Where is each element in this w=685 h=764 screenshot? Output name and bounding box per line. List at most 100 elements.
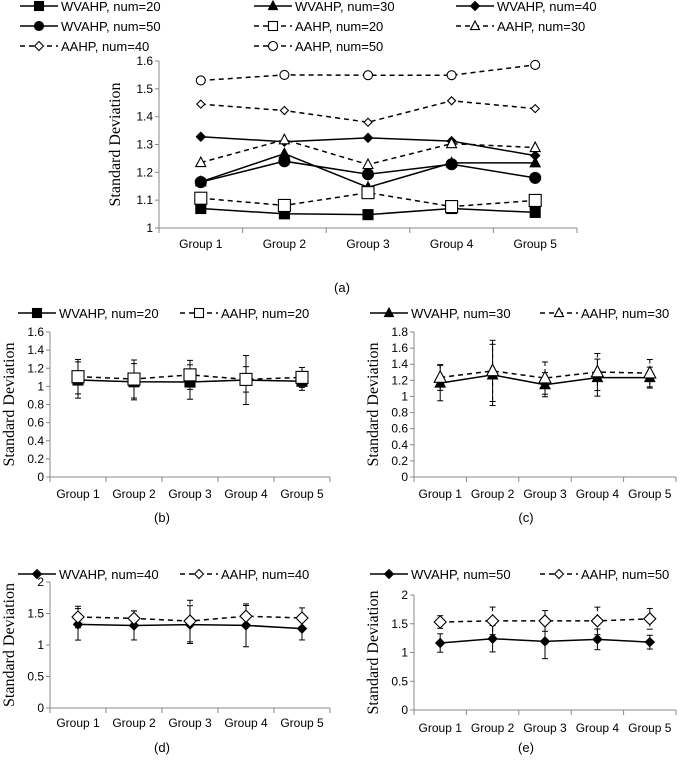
- y-tick-label: 1.4: [136, 110, 153, 124]
- y-tick-label: 0.2: [27, 452, 44, 466]
- x-tick-label: Group 3: [523, 487, 567, 501]
- panel-caption: (a): [334, 280, 350, 295]
- legend-marker: [31, 307, 43, 319]
- data-point: [530, 103, 540, 114]
- data-point: [445, 158, 458, 171]
- data-point: [194, 155, 207, 168]
- data-point: [295, 611, 309, 625]
- data-point: [445, 136, 458, 149]
- x-tick-label: Group 3: [523, 721, 567, 735]
- data-point: [643, 612, 657, 626]
- legend-marker: [33, 0, 45, 12]
- legend-label: WVAHP, num=50: [411, 567, 511, 582]
- x-tick-label: Group 5: [280, 487, 324, 501]
- y-axis-label: Standard Deviation: [1, 343, 18, 467]
- y-tick-label: 0: [401, 470, 408, 484]
- legend-entry: WVAHP, num=40: [18, 567, 159, 582]
- y-tick-label: 1.6: [27, 325, 44, 339]
- series-line: [440, 618, 650, 623]
- data-point: [277, 198, 291, 213]
- legend-entry: WVAHP, num=30: [254, 0, 395, 14]
- series-aahp-num-30: [433, 339, 657, 403]
- y-tick-label: 1: [37, 379, 44, 393]
- y-tick-label: 1.2: [136, 165, 153, 179]
- y-tick-label: 0: [37, 470, 44, 484]
- data-point: [361, 168, 375, 181]
- data-point: [434, 637, 446, 649]
- y-tick-label: 1: [401, 389, 408, 403]
- x-tick-label: Group 4: [576, 721, 620, 735]
- legend-label: AAHP, num=20: [295, 19, 383, 34]
- series-line: [440, 370, 650, 379]
- legend-marker: [33, 40, 45, 52]
- chart-panel-1: 1 1.1 1.2 1.3 1.4 1.5 1.6 Group 1 Group 2 Group 3…: [20, 0, 597, 295]
- data-point: [529, 150, 541, 161]
- data-point: [71, 610, 85, 624]
- panel-caption: (d): [154, 740, 170, 755]
- legend-marker: [267, 40, 279, 52]
- legend-label: WVAHP, num=30: [295, 0, 395, 14]
- y-tick-label: 0.5: [27, 670, 44, 684]
- legend-entry: AAHP, num=50: [540, 567, 669, 582]
- series-aahp-num-40: [196, 96, 540, 128]
- panel-caption: (b): [154, 510, 170, 525]
- data-point: [529, 171, 542, 184]
- data-point: [433, 615, 447, 629]
- series-wvahp-num-40: [195, 131, 541, 161]
- data-point: [195, 202, 207, 215]
- y-tick-label: 1.4: [391, 357, 408, 371]
- data-point: [433, 369, 448, 383]
- panel-caption: (c): [518, 510, 533, 525]
- series-line: [200, 100, 536, 123]
- legend-entry: AAHP, num=30: [456, 19, 585, 34]
- data-point: [529, 156, 542, 168]
- legend-entry: AAHP, num=20: [254, 19, 383, 34]
- data-point: [485, 614, 500, 628]
- y-tick-label: 1.6: [136, 54, 153, 68]
- y-tick-label: 1.4: [27, 343, 44, 357]
- series-aahp-num-20: [194, 186, 542, 214]
- data-point: [296, 623, 308, 634]
- chart-panel-5: 0 0.5 1 1.5 2 Group 1 Group 2 Group 3 Group 4 Gro…: [365, 567, 677, 755]
- series-aahp-num-50: [433, 606, 657, 636]
- y-tick-label: 0.4: [391, 438, 408, 452]
- data-point: [278, 133, 291, 145]
- legend-entry: AAHP, num=40: [20, 39, 149, 54]
- y-tick-label: 0.2: [391, 454, 408, 468]
- data-point: [539, 636, 551, 647]
- x-tick-label: Group 2: [471, 721, 515, 735]
- data-point: [127, 372, 141, 386]
- legend-marker: [193, 568, 205, 580]
- y-tick-label: 0.6: [391, 422, 408, 436]
- legend-label: AAHP, num=40: [61, 39, 149, 54]
- y-tick-label: 2: [37, 575, 44, 589]
- data-point: [295, 370, 309, 384]
- y-tick-label: 1.5: [27, 607, 44, 621]
- series-aahp-num-30: [194, 133, 542, 170]
- data-point: [72, 619, 84, 630]
- y-tick-label: 1: [146, 221, 153, 235]
- x-tick-label: Group 2: [112, 716, 156, 730]
- y-tick-label: 1.3: [136, 138, 153, 152]
- x-tick-label: Group 1: [56, 487, 100, 501]
- y-axis-label: Standard Deviation: [1, 583, 18, 707]
- legend-entry: WVAHP, num=20: [20, 0, 161, 14]
- legend-marker: [267, 20, 279, 32]
- y-tick-label: 1.1: [136, 193, 153, 207]
- data-point: [528, 193, 542, 207]
- y-tick-label: 1.2: [391, 373, 408, 387]
- series-wvahp-num-50: [434, 623, 656, 660]
- legend-marker: [267, 0, 279, 11]
- data-point: [279, 69, 290, 80]
- data-point: [127, 611, 141, 626]
- data-point: [239, 609, 253, 623]
- data-point: [194, 191, 208, 205]
- y-tick-label: 0.8: [391, 406, 408, 420]
- x-tick-label: Group 3: [168, 487, 212, 501]
- x-tick-label: Group 1: [419, 487, 463, 501]
- x-tick-label: Group 4: [224, 487, 268, 501]
- y-axis-label: Standard Deviation: [365, 591, 382, 715]
- legend-label: WVAHP, num=50: [61, 19, 161, 34]
- legend-entry: WVAHP, num=20: [18, 306, 159, 321]
